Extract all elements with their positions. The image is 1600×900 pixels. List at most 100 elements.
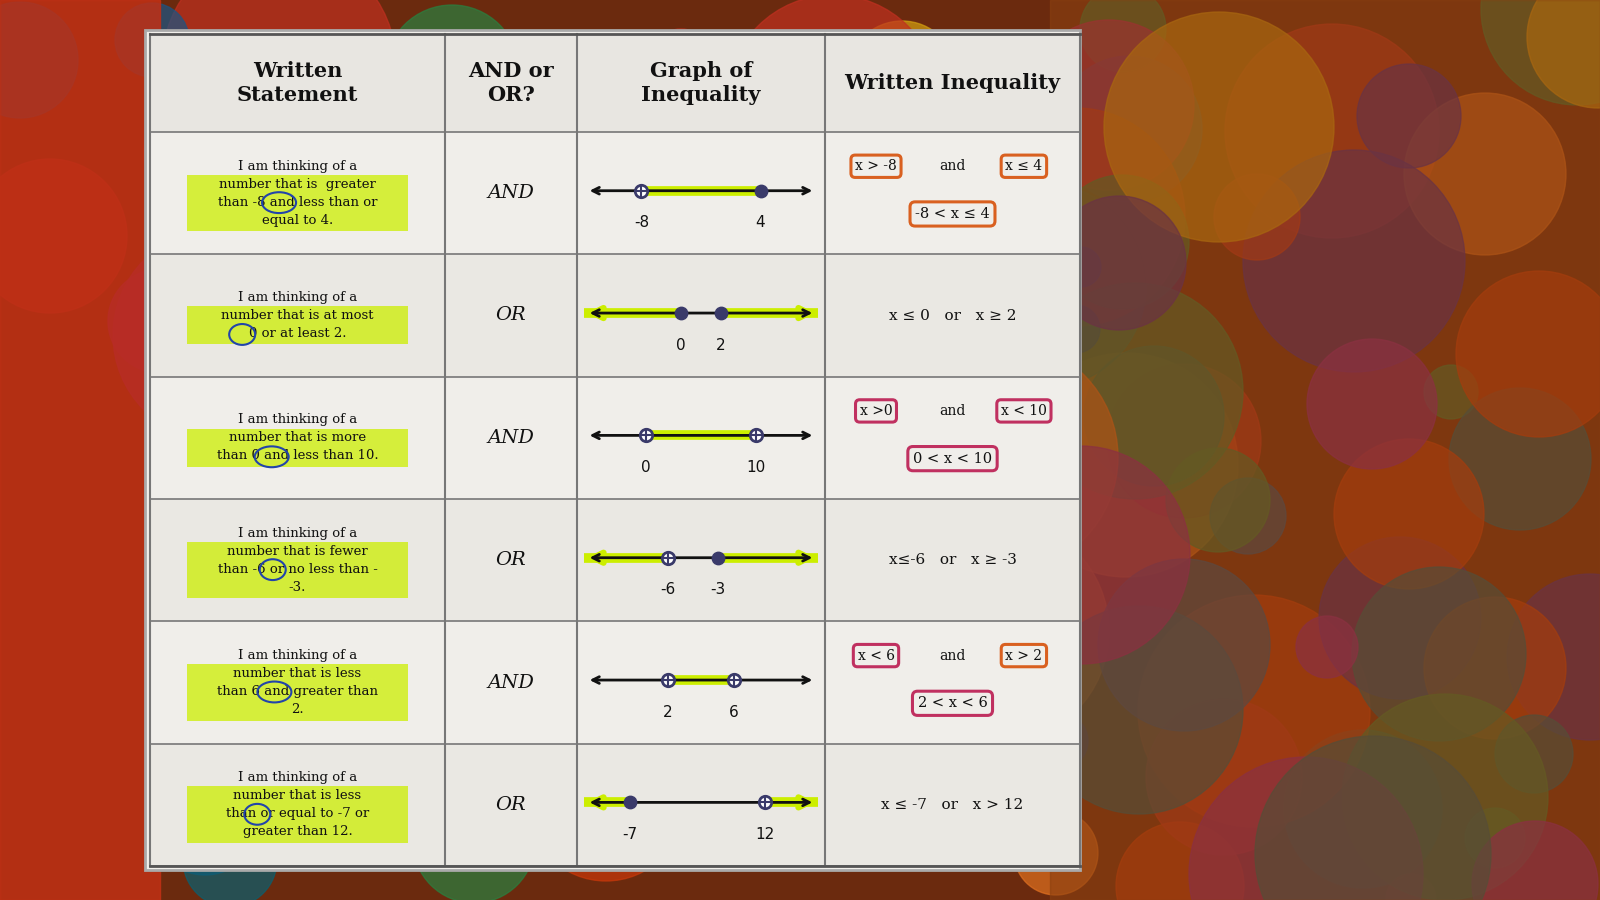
Circle shape bbox=[1357, 64, 1461, 168]
Point bbox=[654, 673, 680, 688]
FancyBboxPatch shape bbox=[187, 212, 408, 231]
FancyBboxPatch shape bbox=[578, 743, 826, 866]
Circle shape bbox=[1456, 271, 1600, 437]
FancyBboxPatch shape bbox=[150, 255, 445, 377]
Text: OR: OR bbox=[496, 307, 526, 325]
FancyBboxPatch shape bbox=[826, 621, 1080, 743]
Circle shape bbox=[114, 229, 325, 441]
Circle shape bbox=[166, 681, 238, 753]
Circle shape bbox=[1053, 305, 1101, 353]
FancyBboxPatch shape bbox=[445, 255, 578, 377]
Text: -8: -8 bbox=[634, 215, 650, 230]
Text: Graph of
Inequality: Graph of Inequality bbox=[642, 61, 760, 104]
Text: and: and bbox=[939, 159, 966, 174]
Circle shape bbox=[1405, 93, 1566, 255]
Point bbox=[752, 796, 778, 810]
Text: I am thinking of a
number that is fewer
than -6 or no less than -
-3.: I am thinking of a number that is fewer … bbox=[218, 526, 378, 594]
Circle shape bbox=[307, 221, 466, 379]
Circle shape bbox=[1189, 757, 1422, 900]
Circle shape bbox=[605, 134, 650, 178]
Circle shape bbox=[618, 51, 819, 253]
Circle shape bbox=[842, 230, 901, 290]
Circle shape bbox=[1027, 283, 1243, 499]
FancyBboxPatch shape bbox=[578, 255, 826, 377]
Circle shape bbox=[1024, 20, 1194, 190]
Point bbox=[654, 551, 680, 565]
Text: I am thinking of a
number that is  greater
than -8 and less than or
equal to 4.: I am thinking of a number that is greate… bbox=[218, 159, 378, 227]
FancyBboxPatch shape bbox=[187, 806, 408, 824]
Text: x ≤ -7   or   x > 12: x ≤ -7 or x > 12 bbox=[882, 797, 1024, 812]
Circle shape bbox=[712, 605, 870, 763]
FancyBboxPatch shape bbox=[146, 30, 1080, 870]
Circle shape bbox=[602, 308, 643, 350]
FancyBboxPatch shape bbox=[445, 132, 578, 255]
Circle shape bbox=[264, 498, 312, 546]
Circle shape bbox=[1307, 339, 1437, 469]
FancyBboxPatch shape bbox=[187, 561, 408, 580]
Circle shape bbox=[187, 667, 302, 783]
Circle shape bbox=[162, 0, 397, 181]
Text: 4: 4 bbox=[755, 215, 765, 230]
Circle shape bbox=[973, 446, 1190, 664]
FancyBboxPatch shape bbox=[445, 499, 578, 621]
Circle shape bbox=[1146, 699, 1302, 855]
Point bbox=[618, 796, 643, 810]
Text: x ≤ 4: x ≤ 4 bbox=[1005, 159, 1043, 174]
Circle shape bbox=[450, 460, 518, 528]
Circle shape bbox=[1507, 574, 1600, 740]
Circle shape bbox=[358, 647, 581, 869]
Circle shape bbox=[574, 699, 738, 863]
Circle shape bbox=[966, 108, 1186, 326]
Circle shape bbox=[846, 21, 957, 131]
Circle shape bbox=[696, 410, 893, 606]
Circle shape bbox=[144, 45, 360, 261]
Circle shape bbox=[222, 335, 437, 549]
Circle shape bbox=[536, 223, 718, 405]
Text: x < 6: x < 6 bbox=[858, 649, 894, 662]
Circle shape bbox=[662, 399, 755, 491]
Circle shape bbox=[1104, 12, 1334, 242]
FancyBboxPatch shape bbox=[187, 194, 408, 212]
Circle shape bbox=[170, 30, 230, 92]
Circle shape bbox=[1166, 448, 1270, 552]
Circle shape bbox=[306, 630, 464, 788]
Circle shape bbox=[1526, 0, 1600, 108]
Circle shape bbox=[1424, 365, 1478, 419]
Circle shape bbox=[654, 389, 872, 607]
Text: 12: 12 bbox=[755, 827, 774, 842]
FancyBboxPatch shape bbox=[187, 702, 408, 721]
Circle shape bbox=[1214, 174, 1299, 260]
Circle shape bbox=[675, 292, 782, 398]
Circle shape bbox=[1318, 537, 1482, 699]
Text: -7: -7 bbox=[622, 827, 638, 842]
Circle shape bbox=[1056, 56, 1202, 202]
Text: 2: 2 bbox=[717, 338, 726, 353]
Circle shape bbox=[1210, 478, 1286, 554]
Circle shape bbox=[882, 517, 1109, 745]
Circle shape bbox=[942, 184, 1146, 388]
Text: AND: AND bbox=[488, 428, 534, 446]
Circle shape bbox=[915, 216, 1006, 308]
Circle shape bbox=[0, 159, 126, 313]
Circle shape bbox=[646, 29, 715, 97]
Circle shape bbox=[634, 58, 736, 160]
Circle shape bbox=[1085, 346, 1224, 486]
Circle shape bbox=[677, 767, 718, 809]
FancyBboxPatch shape bbox=[445, 621, 578, 743]
FancyBboxPatch shape bbox=[578, 621, 826, 743]
Circle shape bbox=[285, 90, 355, 160]
Circle shape bbox=[741, 739, 867, 865]
Text: I am thinking of a
number that is at most
0 or at least 2.: I am thinking of a number that is at mos… bbox=[221, 291, 374, 340]
Point bbox=[629, 184, 654, 198]
Text: OR: OR bbox=[496, 551, 526, 569]
Circle shape bbox=[115, 3, 189, 77]
Text: 0: 0 bbox=[677, 338, 686, 353]
FancyBboxPatch shape bbox=[445, 743, 578, 866]
Text: 0 < x < 10: 0 < x < 10 bbox=[914, 452, 992, 465]
Text: I am thinking of a
number that is less
than 6 and greater than
2.: I am thinking of a number that is less t… bbox=[218, 649, 378, 716]
Point bbox=[747, 184, 773, 198]
Circle shape bbox=[762, 746, 818, 802]
FancyBboxPatch shape bbox=[187, 824, 408, 843]
FancyBboxPatch shape bbox=[150, 34, 445, 132]
Text: -8 < x ≤ 4: -8 < x ≤ 4 bbox=[915, 207, 990, 221]
